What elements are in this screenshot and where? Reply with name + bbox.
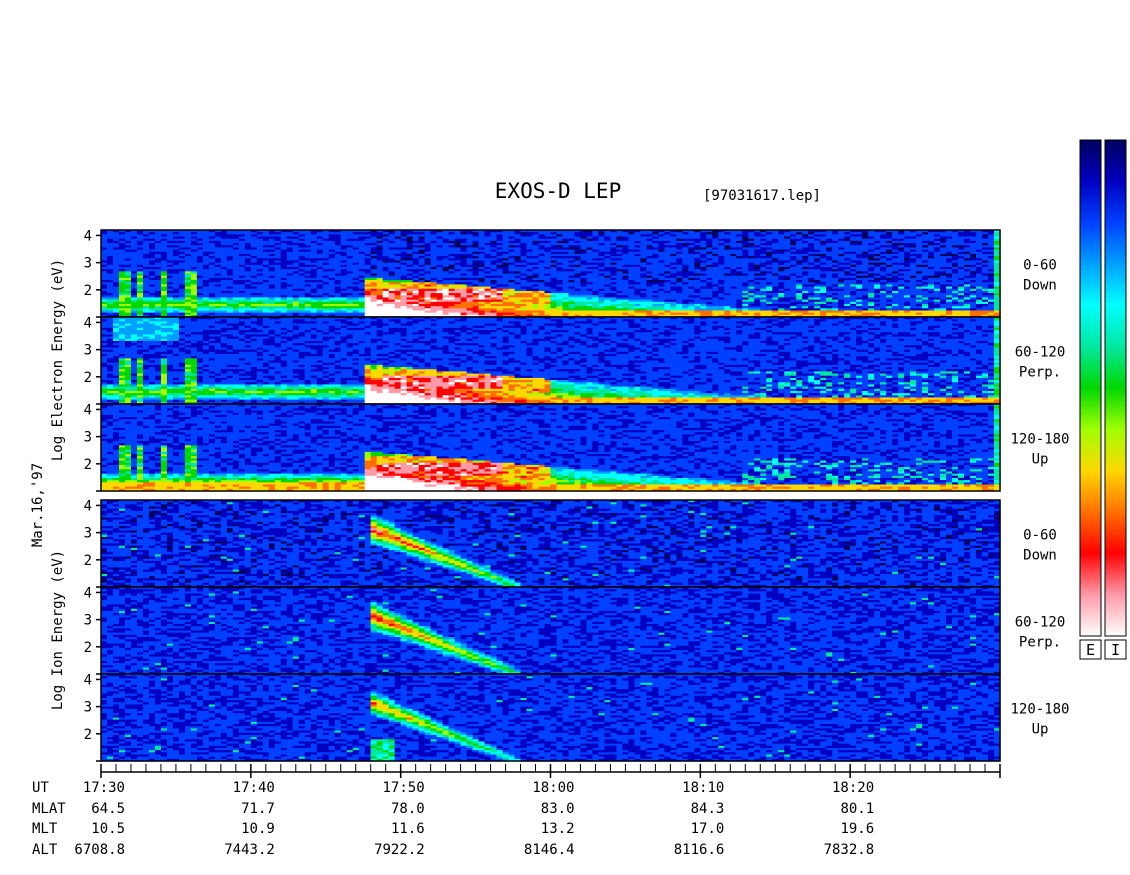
ephemeris-ut-value: 17:50 xyxy=(383,780,425,796)
ephemeris-mlt-value: 13.2 xyxy=(541,821,575,837)
panel-3: 2 3 4 xyxy=(84,402,1001,491)
panel-2: 2 3 4 xyxy=(84,315,1001,404)
ephemeris-mlt-value: 19.6 xyxy=(840,821,874,837)
colorbar-label: E xyxy=(1086,641,1095,659)
ephemeris-alt-value: 8146.4 xyxy=(524,842,575,858)
pitch-angle-range: 120-180 xyxy=(1010,702,1069,718)
ephemeris-mlt-value: 17.0 xyxy=(691,821,725,837)
energy-tick-label: 4 xyxy=(84,672,92,688)
energy-tick-label: 2 xyxy=(84,640,92,656)
ephemeris-mlat-value: 84.3 xyxy=(691,801,725,817)
pitch-angle-range: 60-120 xyxy=(1015,345,1066,361)
energy-tick-label: 2 xyxy=(84,553,92,569)
energy-tick-label: 3 xyxy=(84,613,92,629)
ephemeris-table: UT MLAT MLT ALT 17:30 64.5 10.5 6708.8 17:40 71.7… xyxy=(32,780,874,858)
ephemeris-row-label: MLT xyxy=(32,821,58,837)
time-axis xyxy=(101,764,1000,778)
ephemeris-ut-value: 18:00 xyxy=(532,780,574,796)
pitch-angle-direction: Perp. xyxy=(1019,635,1061,651)
energy-tick-label: 3 xyxy=(84,256,92,272)
panel-1: 2 3 4 xyxy=(84,228,1001,317)
ephemeris-mlat-value: 71.7 xyxy=(241,801,275,817)
ephemeris-ut-value: 18:20 xyxy=(832,780,874,796)
panel-4: 2 3 4 xyxy=(84,498,1001,587)
ephemeris-alt-value: 7922.2 xyxy=(374,842,425,858)
panel-5: 2 3 4 xyxy=(84,585,1001,674)
energy-tick-label: 3 xyxy=(84,700,92,716)
pitch-angle-range: 120-180 xyxy=(1010,432,1069,448)
energy-tick-label: 4 xyxy=(84,585,92,601)
colorbar-e xyxy=(1080,140,1101,636)
ephemeris-row-label: ALT xyxy=(32,842,58,858)
pitch-angle-direction: Perp. xyxy=(1019,365,1061,381)
ephemeris-alt-value: 7832.8 xyxy=(824,842,875,858)
energy-tick-label: 4 xyxy=(84,228,92,244)
pitch-angle-range: 0-60 xyxy=(1023,258,1057,274)
energy-axis-labels: Log Electron Energy (eV) Log Ion Energy (… xyxy=(30,259,66,710)
pitch-angle-direction: Down xyxy=(1023,548,1057,564)
energy-tick-label: 2 xyxy=(84,457,92,473)
energy-tick-label: 4 xyxy=(84,498,92,514)
energy-tick-label: 2 xyxy=(84,370,92,386)
energy-tick-label: 2 xyxy=(84,727,92,743)
ephemeris-mlat-value: 80.1 xyxy=(840,801,874,817)
ephemeris-mlat-value: 83.0 xyxy=(541,801,575,817)
energy-tick-label: 3 xyxy=(84,526,92,542)
ephemeris-row-label: UT xyxy=(32,780,49,796)
ephemeris-ut-value: 17:30 xyxy=(83,780,125,796)
energy-tick-label: 2 xyxy=(84,283,92,299)
pitch-angle-labels: 0-60 Down 60-120 Perp. 120-180 Up 0-60 Down 60-1… xyxy=(1010,258,1069,738)
energy-tick-label: 4 xyxy=(84,402,92,418)
pitch-angle-direction: Up xyxy=(1032,722,1049,738)
ephemeris-row-label: MLAT xyxy=(32,801,66,817)
ephemeris-mlat-value: 64.5 xyxy=(91,801,125,817)
date-label: Mar.16,'97 xyxy=(30,463,46,547)
energy-tick-label: 3 xyxy=(84,343,92,359)
colorbar-label: I xyxy=(1111,641,1120,659)
pitch-angle-direction: Up xyxy=(1032,452,1049,468)
file-label: [97031617.lep] xyxy=(703,188,821,204)
ephemeris-alt-value: 7443.2 xyxy=(224,842,275,858)
ephemeris-ut-value: 17:40 xyxy=(233,780,275,796)
pitch-angle-range: 60-120 xyxy=(1015,615,1066,631)
ephemeris-alt-value: 6708.8 xyxy=(74,842,125,858)
energy-tick-label: 3 xyxy=(84,430,92,446)
ephemeris-alt-value: 8116.6 xyxy=(674,842,725,858)
ephemeris-mlt-value: 11.6 xyxy=(391,821,425,837)
chart-title: EXOS-D LEP xyxy=(495,179,621,203)
ephemeris-mlt-value: 10.9 xyxy=(241,821,275,837)
energy-axis-label-ion: Log Ion Energy (eV) xyxy=(50,550,66,710)
pitch-angle-direction: Down xyxy=(1023,278,1057,294)
ephemeris-mlat-value: 78.0 xyxy=(391,801,425,817)
energy-axis-label-electron: Log Electron Energy (eV) xyxy=(50,259,66,461)
spectrogram-panels: 2 3 4 2 3 4 2 3 4 2 3 4 2 3 4 2 3 4 xyxy=(84,228,1001,761)
ephemeris-mlt-value: 10.5 xyxy=(91,821,125,837)
pitch-angle-range: 0-60 xyxy=(1023,528,1057,544)
ephemeris-ut-value: 18:10 xyxy=(682,780,724,796)
energy-tick-label: 4 xyxy=(84,315,92,331)
panel-6: 2 3 4 xyxy=(84,672,1001,761)
colorbar-i xyxy=(1105,140,1126,636)
